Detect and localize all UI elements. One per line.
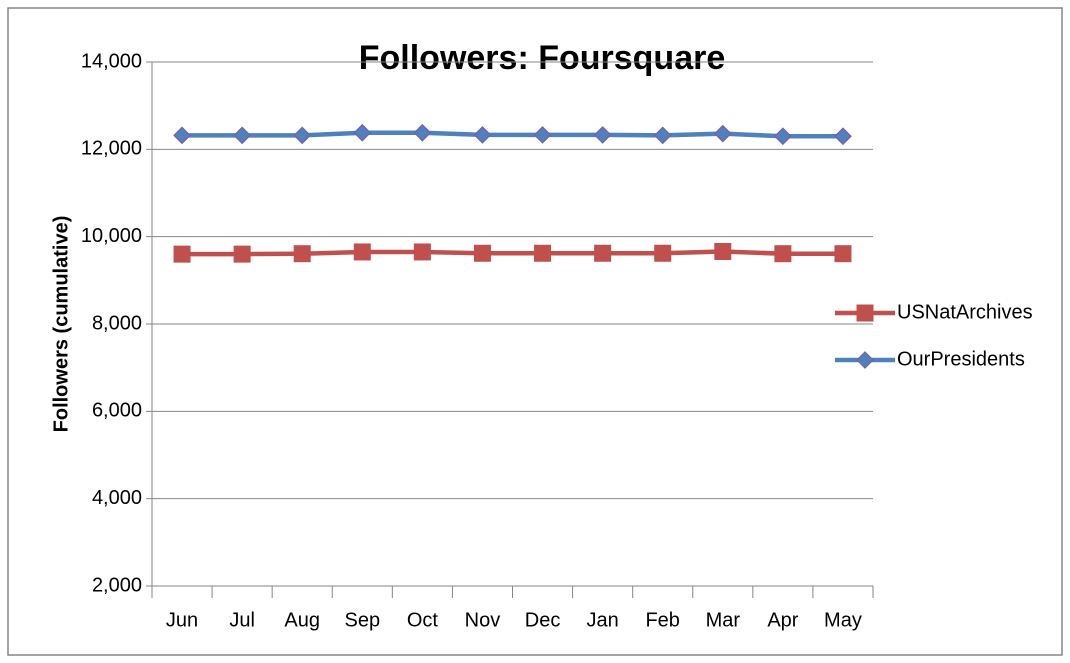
y-tick-label: 2,000	[92, 574, 142, 596]
marker	[594, 244, 612, 262]
x-tick-label: Mar	[706, 609, 741, 631]
marker	[233, 126, 251, 145]
x-tick-label: Sep	[344, 609, 380, 631]
marker	[856, 304, 874, 322]
marker	[653, 126, 672, 145]
y-axis-label: Followers (cumulative)	[50, 216, 72, 433]
marker	[233, 245, 251, 263]
x-tick-label: Feb	[645, 609, 679, 631]
x-tick-label: Jun	[166, 609, 198, 631]
x-tick-label: Jul	[229, 609, 255, 631]
marker	[173, 126, 191, 145]
marker	[856, 351, 874, 369]
marker	[293, 126, 312, 145]
marker	[834, 245, 852, 263]
marker	[413, 123, 432, 142]
marker	[353, 123, 372, 142]
marker	[173, 245, 191, 263]
marker	[473, 126, 492, 144]
marker	[774, 127, 792, 146]
y-tick-label: 4,000	[92, 487, 142, 509]
marker	[533, 126, 552, 144]
y-tick-label: 6,000	[92, 400, 142, 422]
legend-label: OurPresidents	[897, 348, 1025, 370]
marker	[654, 244, 672, 262]
marker	[353, 243, 371, 261]
marker	[473, 244, 491, 262]
series-line	[182, 249, 843, 257]
x-tick-label: May	[824, 609, 862, 631]
y-tick-label: 12,000	[81, 138, 142, 160]
x-tick-label: Aug	[284, 609, 320, 631]
marker	[834, 127, 852, 146]
marker	[413, 243, 431, 261]
marker	[713, 124, 732, 143]
x-tick-label: Jan	[587, 609, 619, 631]
marker	[714, 243, 732, 261]
legend-label: USNatArchives	[897, 301, 1033, 323]
y-tick-label: 14,000	[81, 50, 142, 72]
x-tick-label: Oct	[407, 609, 439, 631]
series-line	[182, 130, 843, 139]
x-tick-label: Dec	[525, 609, 561, 631]
x-tick-label: Nov	[465, 609, 501, 631]
y-tick-label: 8,000	[92, 312, 142, 334]
x-tick-label: Apr	[767, 609, 798, 631]
y-tick-label: 10,000	[81, 225, 142, 247]
marker	[293, 245, 311, 263]
chart-title: Followers: Foursquare	[359, 39, 726, 77]
marker	[593, 126, 612, 144]
marker	[534, 244, 552, 262]
marker	[774, 245, 792, 263]
chart-frame	[7, 7, 1063, 656]
